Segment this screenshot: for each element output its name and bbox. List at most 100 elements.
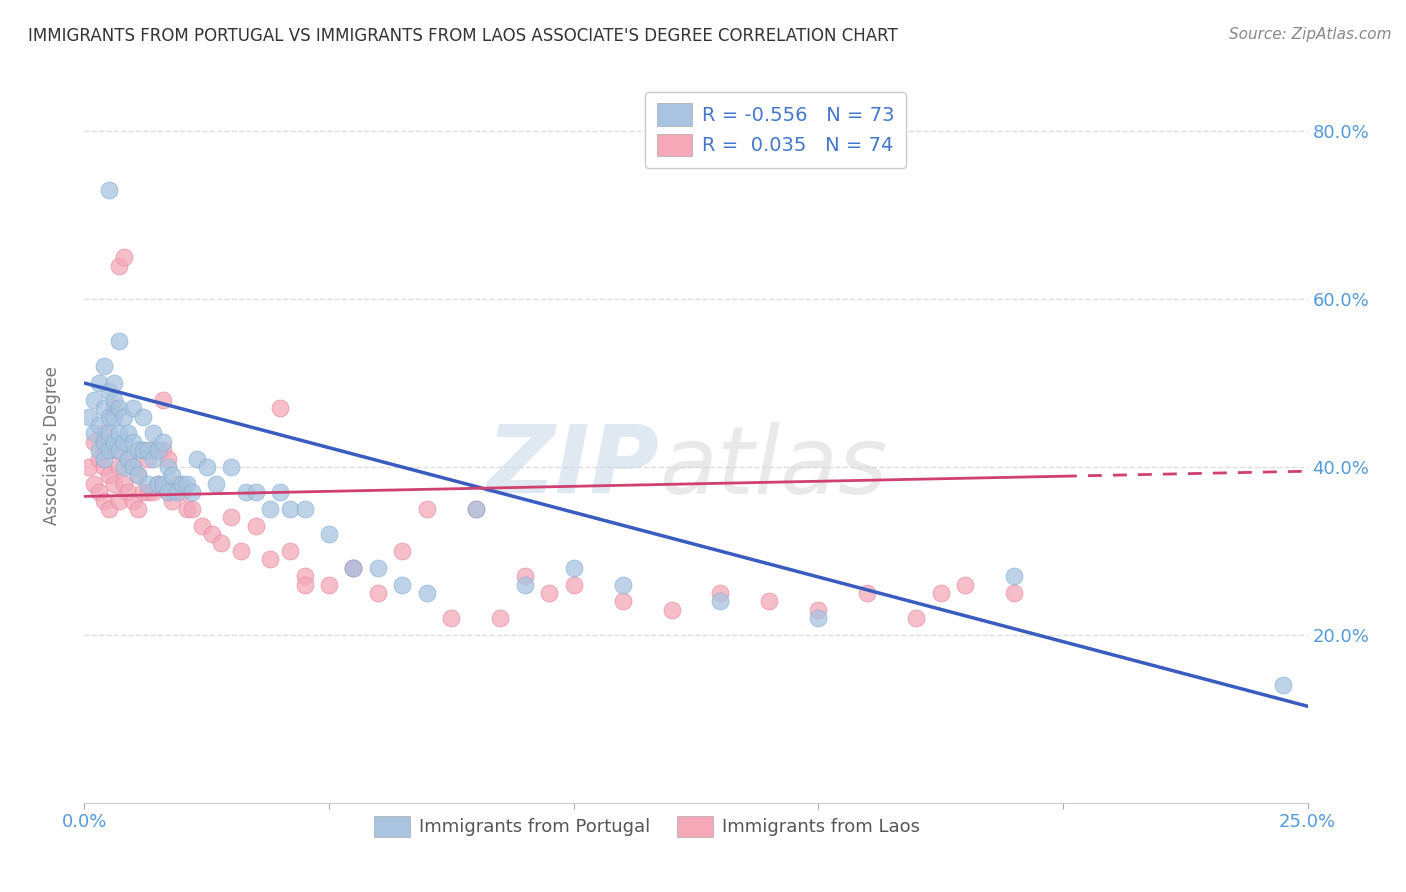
Point [162,468,184,483]
Point [259,502,281,516]
Point [562,560,585,574]
Point [1002,569,1025,583]
Point [489,611,512,625]
Point [172,485,194,500]
Point [152,392,174,407]
Point [513,577,536,591]
Point [181,485,204,500]
Point [103,443,125,458]
Point [905,611,928,625]
Point [127,468,149,483]
Point [132,443,155,458]
Point [235,485,257,500]
Point [122,434,145,449]
Point [87,451,110,466]
Point [107,426,129,441]
Point [87,376,110,390]
Point [136,451,159,466]
Point [87,485,110,500]
Point [156,485,179,500]
Point [107,493,129,508]
Point [127,468,149,483]
Point [112,434,135,449]
Point [107,259,129,273]
Point [259,552,281,566]
Point [122,460,145,475]
Point [93,493,115,508]
Point [97,468,120,483]
Point [195,460,218,475]
Point [117,426,139,441]
Point [269,485,291,500]
Point [77,460,100,475]
Point [132,485,155,500]
Point [142,485,165,500]
Point [391,544,413,558]
Point [136,443,159,458]
Point [278,502,301,516]
Point [132,443,155,458]
Point [83,434,105,449]
Point [127,443,149,458]
Point [112,460,135,475]
Point [342,560,364,574]
Point [807,611,830,625]
Point [318,527,340,541]
Point [929,586,952,600]
Point [112,250,135,264]
Point [146,476,169,491]
Point [83,476,105,491]
Point [709,594,731,608]
Point [342,560,364,574]
Point [758,594,780,608]
Point [807,603,830,617]
Point [122,401,145,416]
Point [294,569,316,583]
Point [166,476,188,491]
Point [112,409,135,424]
Point [103,434,125,449]
Point [269,401,291,416]
Point [181,502,204,516]
Point [856,586,879,600]
Point [97,384,120,399]
Point [136,485,159,500]
Point [278,544,301,558]
Point [83,392,105,407]
Point [156,451,179,466]
Point [77,409,100,424]
Point [1002,586,1025,600]
Point [87,443,110,458]
Text: IMMIGRANTS FROM PORTUGAL VS IMMIGRANTS FROM LAOS ASSOCIATE'S DEGREE CORRELATION : IMMIGRANTS FROM PORTUGAL VS IMMIGRANTS F… [28,27,898,45]
Point [152,476,174,491]
Point [166,485,188,500]
Point [93,401,115,416]
Point [117,485,139,500]
Point [176,502,198,516]
Point [97,426,120,441]
Point [107,443,129,458]
Point [152,434,174,449]
Point [107,460,129,475]
Point [245,485,267,500]
Point [146,476,169,491]
Point [117,451,139,466]
Point [538,586,561,600]
Point [103,376,125,390]
Point [156,485,179,500]
Legend: Immigrants from Portugal, Immigrants from Laos: Immigrants from Portugal, Immigrants fro… [367,808,928,844]
Point [122,460,145,475]
Point [318,577,340,591]
Point [152,443,174,458]
Point [93,426,115,441]
Point [186,451,208,466]
Point [200,527,222,541]
Point [294,577,316,591]
Point [127,502,149,516]
Point [205,476,228,491]
Point [294,502,316,516]
Point [87,417,110,432]
Point [93,359,115,374]
Point [103,409,125,424]
Point [513,569,536,583]
